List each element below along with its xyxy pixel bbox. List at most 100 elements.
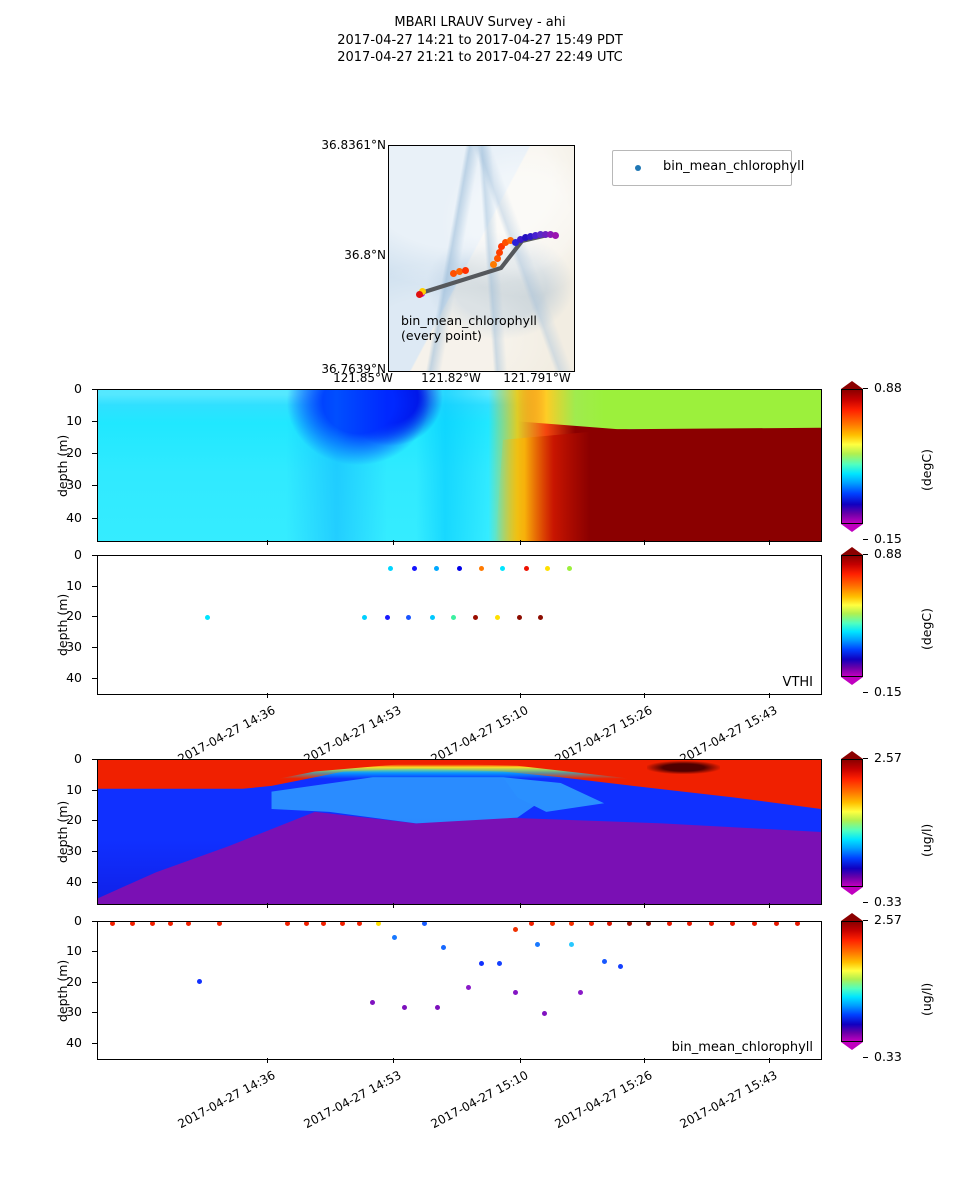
colorbar-tick-mark — [863, 902, 868, 903]
colorbar-gradient — [841, 555, 863, 677]
colorbar-units-label: (degC) — [919, 448, 934, 491]
scatter-point — [513, 927, 519, 933]
plot-panel-3[interactable] — [97, 759, 822, 905]
x-tick-mark — [519, 1058, 521, 1063]
scatter-point — [542, 1010, 548, 1016]
y-tick-label: 20 — [66, 608, 82, 624]
colorbar-under-arrow — [841, 524, 863, 532]
plot-panel-2[interactable]: VTHI — [97, 555, 822, 695]
map-lat-tick-bottom: 36.7639°N — [321, 362, 386, 376]
colorbar-tick-mark — [863, 539, 868, 540]
colorbar-max-label: 0.88 — [874, 380, 902, 395]
colorbar-max-label: 2.57 — [874, 750, 902, 765]
y-tick-label: 30 — [66, 639, 82, 654]
y-tick-mark — [92, 677, 97, 679]
y-tick-mark — [92, 421, 97, 423]
x-tick-mark — [393, 1058, 395, 1063]
colorbar-tick-mark — [863, 554, 868, 555]
y-tick-label: 40 — [66, 509, 82, 525]
y-tick-mark — [92, 389, 97, 390]
colorbar-gradient — [841, 759, 863, 887]
x-tick-mark — [769, 693, 771, 698]
title-line-utc: 2017-04-27 21:21 to 2017-04-27 22:49 UTC — [337, 50, 623, 65]
colorbar-gradient — [841, 389, 863, 524]
map-lat-tick-mid: 36.8°N — [344, 248, 386, 262]
x-tick-label: 2017-04-27 15:10 — [428, 1068, 531, 1132]
scatter-point — [478, 960, 484, 966]
colorbar-gradient — [841, 921, 863, 1042]
scatter-point — [588, 922, 594, 927]
y-tick-mark — [92, 881, 97, 883]
map-track-point — [461, 266, 469, 274]
page-title: MBARI LRAUV Survey - ahi 2017-04-27 14:2… — [0, 14, 960, 67]
scatter-point — [601, 959, 607, 965]
y-tick-label: 0 — [74, 913, 82, 928]
x-tick-mark — [393, 540, 395, 545]
plot-panel-1[interactable] — [97, 389, 822, 542]
scatter-point — [465, 984, 471, 990]
x-tick-mark — [644, 693, 646, 698]
y-tick-mark — [92, 921, 97, 922]
scatter-point — [517, 614, 522, 620]
map-legend[interactable]: bin_mean_chlorophyll — [612, 150, 804, 186]
scatter-point — [578, 989, 584, 995]
scatter-point — [196, 978, 202, 984]
x-tick-mark — [393, 903, 395, 908]
scatter-point — [617, 963, 623, 969]
scatter-point — [626, 922, 632, 927]
map-track-point — [493, 254, 501, 262]
y-tick-label: 40 — [66, 669, 82, 685]
scatter-point — [339, 922, 345, 927]
plot-panel-4[interactable]: bin_mean_chlorophyll — [97, 921, 822, 1060]
map-track-point — [497, 242, 505, 250]
y-tick-mark — [92, 616, 97, 618]
scatter-point — [472, 614, 478, 620]
x-tick-mark — [519, 540, 521, 545]
colorbar-over-arrow — [841, 381, 863, 389]
y-tick-mark — [92, 1042, 97, 1044]
scatter-point — [549, 922, 555, 927]
scatter-point — [496, 960, 502, 966]
y-tick-mark — [92, 951, 97, 953]
x-tick-mark — [644, 903, 646, 908]
scatter-point — [303, 922, 309, 927]
map-track-point — [418, 287, 426, 295]
title-line-survey: MBARI LRAUV Survey - ahi — [394, 15, 566, 30]
scatter-point — [429, 614, 435, 620]
scatter-point — [730, 922, 736, 927]
scatter-point — [435, 1004, 441, 1010]
x-tick-mark — [769, 1058, 771, 1063]
colorbar-tick-mark — [863, 692, 868, 693]
map-track-point — [501, 238, 509, 246]
scatter-point — [402, 1004, 408, 1010]
y-tick-mark — [92, 981, 97, 983]
x-tick-mark — [644, 1058, 646, 1063]
heatmap-deep-warm — [495, 427, 821, 541]
y-tick-mark — [92, 759, 97, 760]
scatter-point — [523, 565, 529, 571]
legend-label: bin_mean_chlorophyll — [663, 159, 805, 174]
y-tick-mark — [92, 820, 97, 822]
map-lon-tick-mid: 121.82°W — [421, 371, 481, 385]
y-tick-label: 20 — [66, 812, 82, 828]
y-tick-mark — [92, 647, 97, 648]
map-track-point — [449, 269, 457, 277]
colorbar-units-label: (ug/l) — [919, 982, 934, 1016]
x-tick-mark — [266, 540, 268, 545]
y-tick-label: 20 — [66, 445, 82, 461]
scatter-point — [433, 565, 439, 571]
scatter-point — [795, 922, 801, 927]
scatter-point — [321, 922, 327, 927]
colorbar-min-label: 0.33 — [874, 894, 902, 909]
map-track-point — [546, 230, 554, 238]
map-track-point — [526, 232, 534, 240]
heatmap-chl-max-spot — [647, 761, 720, 775]
map-track-point — [531, 231, 539, 239]
x-tick-mark — [266, 903, 268, 908]
map-panel[interactable]: bin_mean_chlorophyll (every point) — [388, 145, 575, 372]
scatter-point — [284, 922, 290, 927]
scatter-point — [686, 922, 692, 927]
y-tick-label: 10 — [66, 781, 82, 797]
scatter-point — [569, 922, 575, 927]
y-tick-label: 20 — [66, 973, 82, 989]
